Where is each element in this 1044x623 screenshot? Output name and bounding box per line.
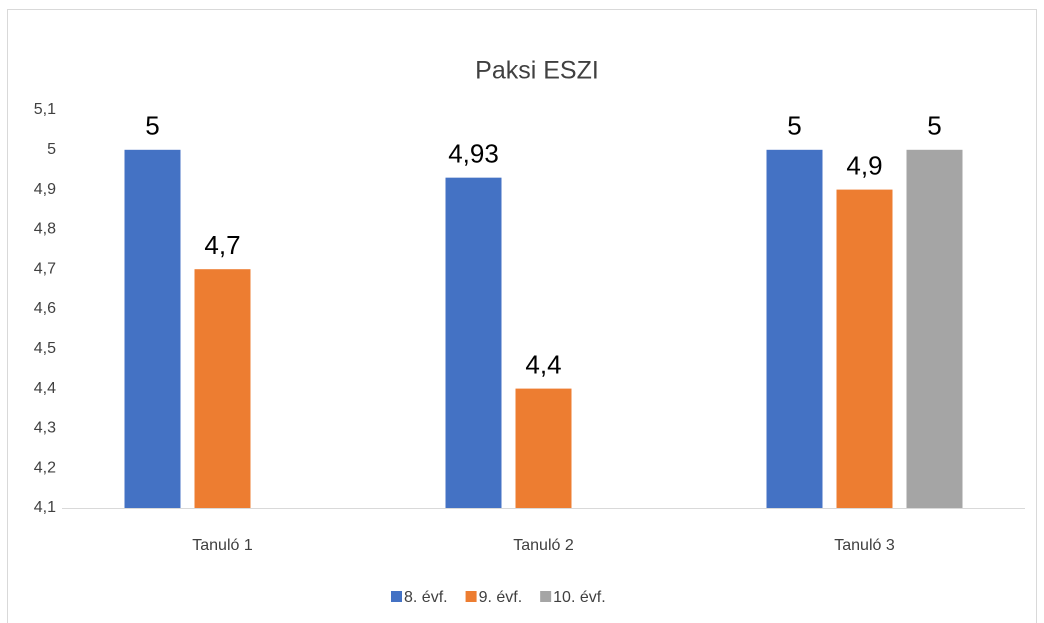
y-tick-label: 4,8 (34, 221, 56, 238)
value-label: 4,9 (846, 150, 882, 180)
bar (124, 149, 181, 509)
value-label: 4,4 (525, 349, 561, 379)
y-tick-label: 4,5 (34, 340, 56, 357)
legend-label: 8. évf. (404, 589, 448, 606)
bar (906, 149, 963, 509)
bar (515, 388, 572, 508)
y-tick-label: 4,7 (34, 260, 56, 277)
y-tick-label: 4,1 (34, 499, 56, 516)
bar (766, 149, 823, 509)
legend-label: 9. évf. (479, 589, 523, 606)
value-label: 4,93 (448, 139, 499, 169)
bar (445, 177, 502, 508)
y-tick-label: 5 (47, 141, 56, 158)
y-tick-label: 4,4 (34, 380, 56, 397)
legend-swatch (465, 591, 477, 602)
y-tick-label: 4,9 (34, 181, 56, 198)
y-tick-label: 4,6 (34, 300, 56, 317)
x-tick-label: Tanuló 2 (513, 537, 574, 554)
x-tick-label: Tanuló 1 (192, 537, 253, 554)
legend-swatch (391, 591, 402, 602)
y-tick-label: 4,2 (34, 459, 56, 476)
value-label: 5 (927, 111, 941, 141)
y-tick-label: 5,1 (34, 101, 56, 118)
value-label: 5 (787, 111, 801, 141)
x-tick-label: Tanuló 3 (834, 537, 895, 554)
legend-swatch (540, 591, 552, 602)
bar (194, 269, 251, 508)
value-label: 4,7 (204, 230, 240, 260)
bar (836, 189, 893, 508)
y-tick-label: 4,3 (34, 420, 56, 437)
value-label: 5 (145, 111, 159, 141)
legend-label: 10. évf. (553, 589, 605, 606)
chart-title: Paksi ESZI (475, 57, 599, 85)
